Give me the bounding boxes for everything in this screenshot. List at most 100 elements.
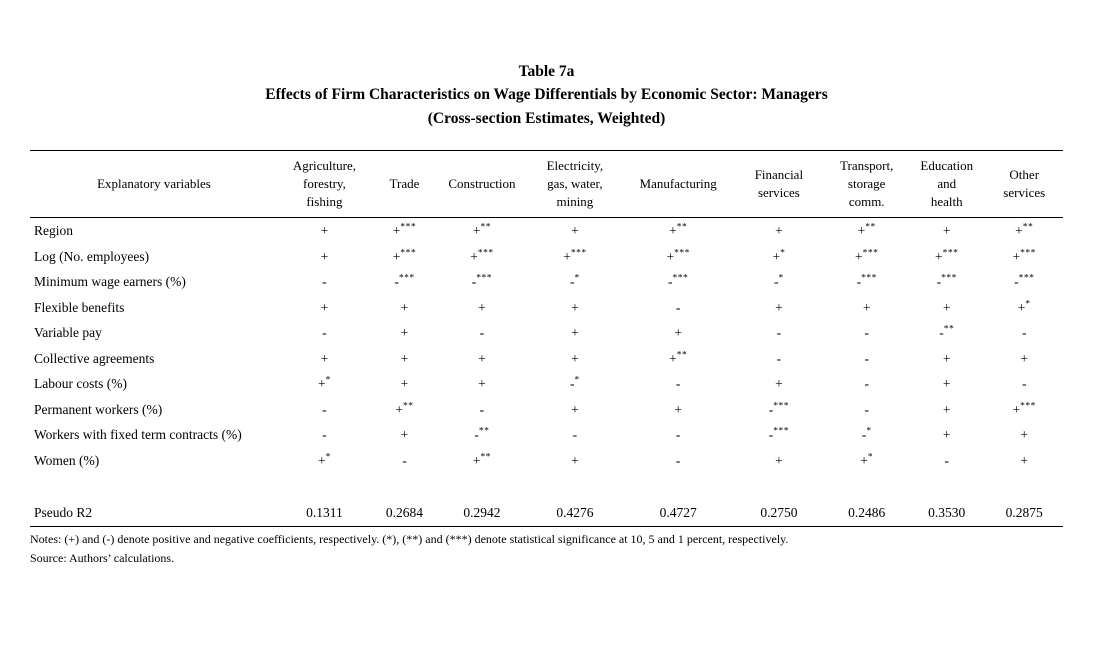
coefficient-cell: + xyxy=(674,325,682,341)
coefficient-cell: + xyxy=(571,401,579,417)
coefficient-cell: 0.2942 xyxy=(463,504,501,520)
coefficient-cell: + xyxy=(400,376,409,392)
coefficient-cell: 0.4276 xyxy=(556,504,594,520)
coefficient-cell: 0.1311 xyxy=(306,504,343,520)
spacer-cell xyxy=(371,473,438,499)
coefficient-cell: + xyxy=(400,299,409,315)
spacer-row xyxy=(30,473,1063,499)
table-subtitle: (Cross-section Estimates, Weighted) xyxy=(427,109,666,127)
coefficient-cell: - xyxy=(1021,325,1027,341)
coefficient-cell: - xyxy=(864,401,869,417)
coefficient-cell: +** xyxy=(395,401,414,417)
coefficient-cell: + xyxy=(775,376,783,392)
coefficient-cell: - xyxy=(479,401,485,417)
table-row: Log (No. employees) + +*** +*** +*** +*** +* +*… xyxy=(30,244,1063,270)
coefficient-cell: + xyxy=(942,401,951,417)
coefficient-cell: +** xyxy=(472,222,491,239)
table-title-block: Table 7a Effects of Firm Characteristics… xyxy=(30,60,1063,130)
coefficient-cell: + xyxy=(1020,350,1029,366)
coefficient-cell: + xyxy=(942,427,951,443)
coefficient-cell: +* xyxy=(1017,299,1031,315)
coefficient-cell: 0.2684 xyxy=(385,504,424,520)
coefficient-cell: + xyxy=(320,223,329,239)
coefficient-cell: 0.4727 xyxy=(659,504,697,520)
column-header-other-services: Other services xyxy=(1003,166,1046,201)
source-line: Source: Authors’ calculations. xyxy=(30,550,175,565)
table-row: Workers with fixed term contracts (%) - + -… xyxy=(30,422,1063,448)
results-table: Explanatory variables Agriculture, fores… xyxy=(30,150,1063,528)
coefficient-cell: + xyxy=(571,350,579,366)
coefficient-cell: +*** xyxy=(392,248,417,264)
coefficient-cell: - xyxy=(675,452,681,468)
header-row: Explanatory variables Agriculture, fores… xyxy=(30,150,1063,218)
row-label: Region xyxy=(34,223,73,239)
column-header-financial-services: Financial services xyxy=(754,166,804,201)
pseudo-r2-row: Pseudo R2 0.1311 0.2684 0.2942 0.4276 0.4727 0… xyxy=(30,499,1063,527)
table-notes-block: Notes: (+) and (-) denote positive and n… xyxy=(30,530,1063,567)
coefficient-cell: + xyxy=(320,248,329,264)
column-header-agriculture-forestry-fishing: Agriculture, forestry, fishing xyxy=(292,157,356,210)
coefficient-cell: + xyxy=(942,350,951,366)
coefficient-cell: - xyxy=(322,401,327,417)
row-label: Minimum wage earners (%) xyxy=(34,274,186,290)
coefficient-cell: + xyxy=(400,350,409,366)
coefficient-cell: -*** xyxy=(471,273,493,290)
coefficient-cell: + xyxy=(478,350,486,366)
coefficient-cell: + xyxy=(571,325,579,341)
coefficient-cell: + xyxy=(571,223,579,239)
spacer-cell xyxy=(526,473,624,499)
coefficient-cell: - xyxy=(776,325,782,341)
coefficient-cell: +** xyxy=(472,452,491,468)
coefficient-cell: + xyxy=(942,223,951,239)
column-header-construction: Construction xyxy=(448,175,516,191)
coefficient-cell: - xyxy=(864,376,869,392)
coefficient-cell: - xyxy=(322,274,327,290)
coefficient-cell: - xyxy=(776,350,782,366)
column-header-trade: Trade xyxy=(389,175,420,191)
coefficient-cell: +** xyxy=(669,350,688,366)
coefficient-cell: - xyxy=(572,427,578,443)
coefficient-cell: +* xyxy=(772,248,786,264)
spacer-cell xyxy=(825,473,908,499)
coefficient-cell: -* xyxy=(570,375,580,392)
coefficient-cell: -** xyxy=(474,426,490,443)
coefficient-cell: + xyxy=(775,452,783,468)
coefficient-cell: -** xyxy=(939,324,955,341)
table-row: Flexible benefits + + + + - + + + +* xyxy=(30,295,1063,321)
coefficient-cell: + xyxy=(400,427,409,443)
coefficient-cell: +*** xyxy=(563,248,587,264)
coefficient-cell: -*** xyxy=(394,273,415,290)
spacer-cell xyxy=(732,473,825,499)
coefficient-cell: 0.2750 xyxy=(760,504,798,520)
row-label: Labour costs (%) xyxy=(34,376,127,392)
table-number: Table 7a xyxy=(518,63,575,80)
coefficient-cell: +** xyxy=(857,222,876,239)
column-header-transport-storage-comm: Transport, storage comm. xyxy=(840,157,894,210)
column-header-education-and-health: Education and health xyxy=(920,157,974,210)
coefficient-cell: 0.2875 xyxy=(1005,504,1043,520)
table-row: Women (%) +* - +** + - + +* - + xyxy=(30,448,1063,474)
coefficient-cell: +** xyxy=(669,222,688,239)
spacer-cell xyxy=(278,473,371,499)
coefficient-cell: + xyxy=(320,299,329,315)
table-row: Permanent workers (%) - +** - + + -*** - + +*** xyxy=(30,397,1063,423)
spacer-cell xyxy=(438,473,526,499)
row-label: Variable pay xyxy=(34,325,102,341)
coefficient-cell: - xyxy=(322,325,327,341)
coefficient-cell: + xyxy=(320,350,329,366)
coefficient-cell: -*** xyxy=(936,273,957,290)
coefficient-cell: -*** xyxy=(856,273,877,290)
coefficient-cell: + xyxy=(942,299,951,315)
table-title: Effects of Firm Characteristics on Wage … xyxy=(265,86,828,104)
spacer-cell xyxy=(908,473,985,499)
row-label: Flexible benefits xyxy=(34,299,125,315)
column-header-explanatory-variables: Explanatory variables xyxy=(97,175,211,191)
coefficient-cell: + xyxy=(571,452,579,468)
coefficient-cell: + xyxy=(674,401,682,417)
coefficient-cell: - xyxy=(944,452,949,468)
coefficient-cell: +*** xyxy=(392,222,417,239)
coefficient-cell: +* xyxy=(317,375,331,392)
coefficient-cell: + xyxy=(1020,452,1029,468)
coefficient-cell: +* xyxy=(317,452,331,468)
